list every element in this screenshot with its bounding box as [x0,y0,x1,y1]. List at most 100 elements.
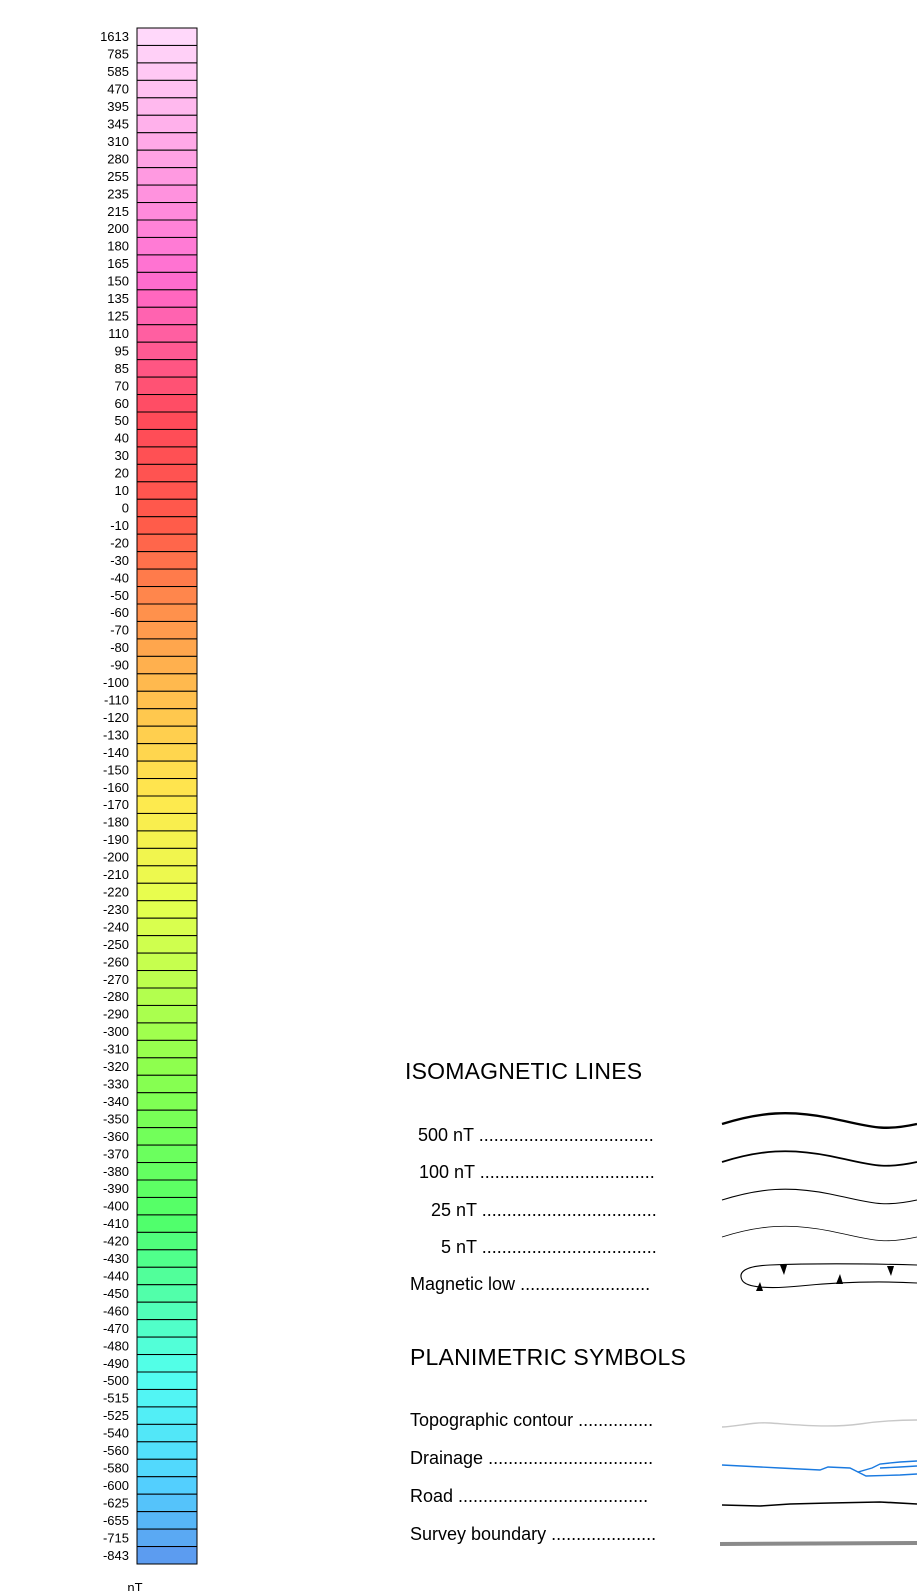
color-swatch [136,1144,198,1164]
color-scale-unit-label: nT [127,1580,142,1591]
legend-row-topographic-contour: Topographic contour ............... [410,1410,653,1431]
leader-dots: ................................... [478,1125,654,1145]
color-scale-tick-label: -625 [103,1495,129,1510]
color-swatch [136,1284,198,1303]
color-swatch [136,428,198,448]
color-swatch [136,812,198,832]
color-swatch [136,79,198,99]
legend-label: 25 nT [431,1200,477,1220]
color-swatch [136,184,198,204]
color-swatch [136,708,198,727]
color-scale-tick-label: 470 [107,82,129,97]
color-swatch [136,655,198,675]
color-swatch [136,760,198,780]
legend-label: Survey boundary [410,1524,547,1544]
color-swatch [136,1301,198,1321]
color-scale-tick-label: 235 [107,186,129,201]
color-scale-tick-label: 395 [107,99,129,114]
color-scale-tick-label: 60 [115,396,129,411]
color-scale-tick-label: 40 [115,431,129,446]
color-scale-tick-label: -50 [110,588,129,603]
color-swatch [136,516,198,535]
color-swatch [136,987,198,1006]
color-scale-tick-label: -540 [103,1426,129,1441]
color-scale-tick-label: 345 [107,117,129,132]
color-swatch [136,865,198,884]
color-scale-tick-label: 0 [122,501,129,516]
color-swatch [136,1441,198,1460]
color-swatch [136,114,198,134]
color-scale-tick-label: -70 [110,623,129,638]
color-swatch [136,533,198,553]
color-swatch [136,1458,198,1478]
color-scale-tick-label: -160 [103,780,129,795]
color-scale-tick-label: -600 [103,1478,129,1493]
color-swatch [136,725,198,745]
legend-row-magnetic-low: Magnetic low .......................... [410,1274,650,1295]
color-swatch [136,254,198,273]
leader-dots: .......................... [520,1274,651,1294]
color-swatch [136,1423,198,1443]
color-swatch [136,1179,198,1198]
color-swatch [136,376,198,396]
color-swatch [136,917,198,937]
color-swatch [136,778,198,797]
legend-label: 100 nT [419,1162,475,1182]
legend-label: 500 nT [418,1125,474,1145]
color-scale-tick-label: -300 [103,1024,129,1039]
color-swatch [136,324,198,343]
color-scale-tick-label: -260 [103,954,129,969]
color-scale-tick-label: -60 [110,605,129,620]
color-scale-tick-label: -230 [103,902,129,917]
color-scale-tick-label: -110 [104,693,129,708]
leader-dots: ................................... [479,1162,655,1182]
legend-row-25nt: 25 nT ..................................… [431,1200,657,1221]
legend-row-road: Road ...................................… [410,1486,648,1507]
legend-row-500nt: 500 nT .................................… [418,1125,654,1146]
color-swatch [136,1074,198,1094]
planimetric-symbols-title: PLANIMETRIC SYMBOLS [410,1344,687,1370]
color-scale-tick-label: -450 [103,1286,129,1301]
color-scale-tick-label: 50 [115,413,129,428]
color-scale-tick-label: -480 [103,1338,129,1353]
legend-label: 5 nT [441,1237,477,1257]
color-scale-tick-label: 280 [107,151,129,166]
color-scale-tick-label: -350 [103,1111,129,1126]
color-swatch [136,568,198,588]
color-scale-tick-label: -330 [103,1077,129,1092]
color-scale-tick-label: 310 [107,134,129,149]
color-scale-tick-label: 10 [115,483,129,498]
color-swatch [136,149,198,169]
color-scale-tick-label: -10 [110,518,129,533]
legend-row-5nt: 5 nT ................................... [441,1237,657,1258]
color-swatch [136,97,198,116]
color-scale-tick-label: -270 [103,972,129,987]
color-swatch [136,167,198,186]
color-scale-tick-label: 110 [108,326,129,341]
color-swatch [136,673,198,692]
color-scale-tick-label: -280 [103,989,129,1004]
color-swatch [136,1493,198,1513]
color-swatch [136,882,198,902]
color-scale-bar [136,27,198,1565]
color-swatch [136,271,198,291]
color-swatch [136,446,198,465]
legend-label: Magnetic low [410,1274,516,1294]
color-scale-tick-label: -120 [103,710,129,725]
color-swatch [136,1371,198,1390]
color-swatch [136,1406,198,1425]
legend-label: Topographic contour [410,1410,574,1430]
color-swatch [136,1511,198,1530]
color-scale-tick-label: -100 [103,675,129,690]
color-scale-tick-label: -170 [103,797,129,812]
color-swatch [136,1336,198,1356]
color-scale-tick-label: -180 [103,815,129,830]
color-scale-tick-label: -410 [103,1216,129,1231]
color-swatch [136,1546,198,1565]
color-scale-tick-label: 70 [115,378,129,393]
color-scale-tick-label: -290 [103,1007,129,1022]
color-scale-tick-label: -210 [103,867,129,882]
color-scale-tick-label: -30 [110,553,129,568]
color-swatch [136,690,198,710]
color-scale-tick-label: -400 [103,1199,129,1214]
